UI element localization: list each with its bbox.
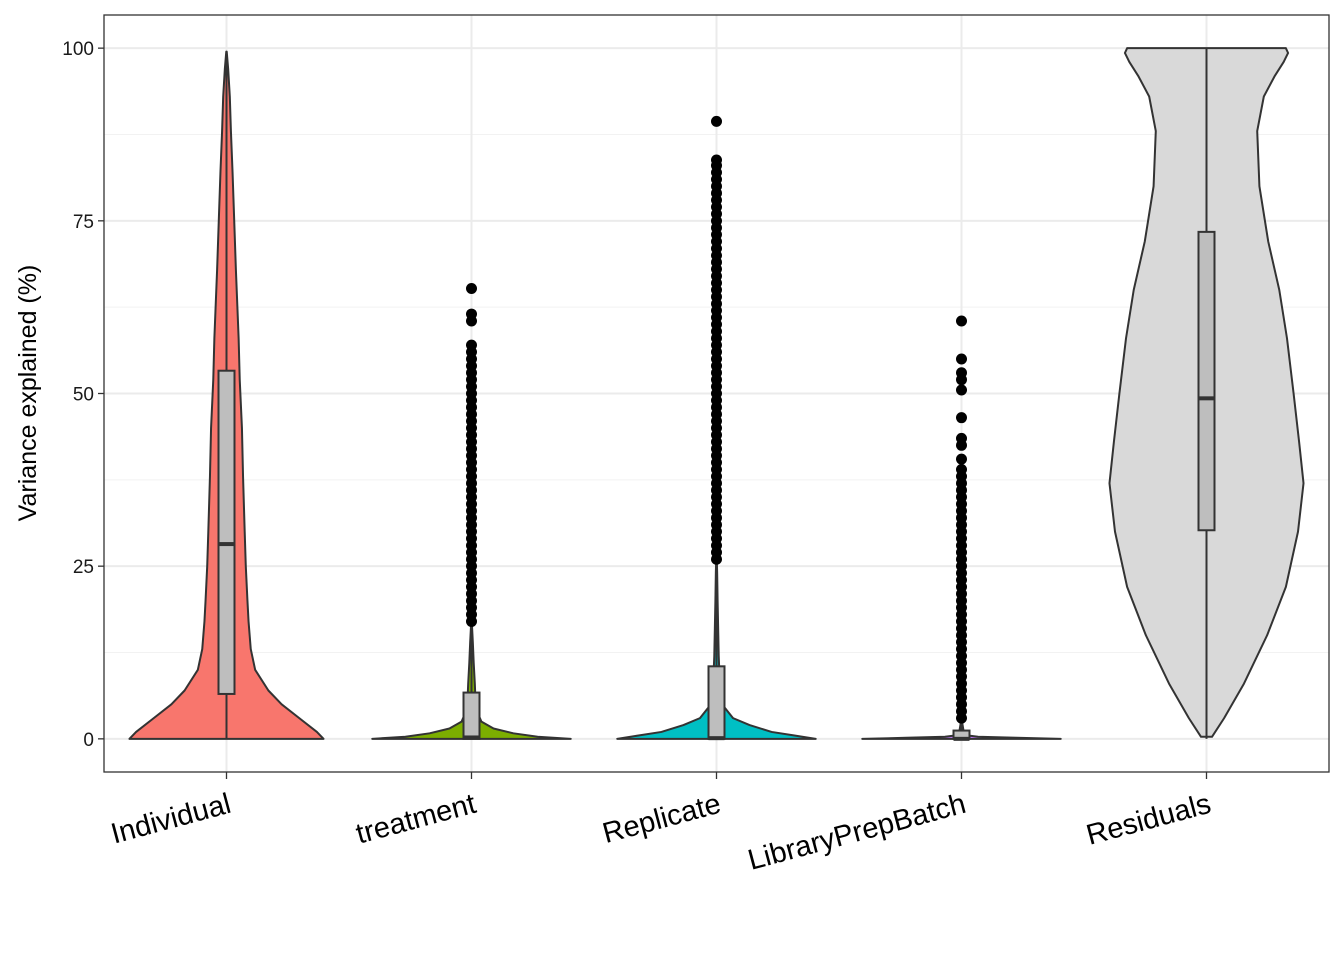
outlier-point xyxy=(466,308,477,320)
y-tick-label: 75 xyxy=(73,212,94,233)
y-tick-label: 50 xyxy=(73,385,94,406)
outlier-point xyxy=(956,315,967,327)
outlier-point xyxy=(466,283,477,295)
box-treatment xyxy=(462,691,481,740)
outlier-point xyxy=(956,453,967,465)
box-Replicate xyxy=(707,665,726,740)
outliers xyxy=(466,115,967,724)
y-tick-label: 0 xyxy=(83,730,94,751)
y-tick-label: 25 xyxy=(73,557,94,578)
x-tick-label-Replicate: Replicate xyxy=(599,788,724,850)
y-axis-title: Variance explained (%) xyxy=(14,265,42,522)
outlier-point xyxy=(956,353,967,365)
outlier-point xyxy=(466,339,477,351)
outlier-point xyxy=(956,432,967,444)
boxplots xyxy=(217,48,1216,741)
box-Individual xyxy=(217,369,236,695)
outlier-point xyxy=(711,115,722,127)
outlier-point xyxy=(956,463,967,475)
outlier-point xyxy=(711,154,722,166)
y-tick-label: 100 xyxy=(62,39,94,60)
outlier-point xyxy=(956,384,967,396)
outlier-point xyxy=(956,412,967,424)
box-Residuals xyxy=(1197,230,1216,532)
x-tick-label-Individual: Individual xyxy=(108,788,235,851)
x-tick-label-LibraryPrepBatch: LibraryPrepBatch xyxy=(745,788,970,877)
x-tick-label-treatment: treatment xyxy=(353,788,480,851)
x-tick-label-Residuals: Residuals xyxy=(1083,788,1214,852)
outlier-point xyxy=(956,367,967,379)
